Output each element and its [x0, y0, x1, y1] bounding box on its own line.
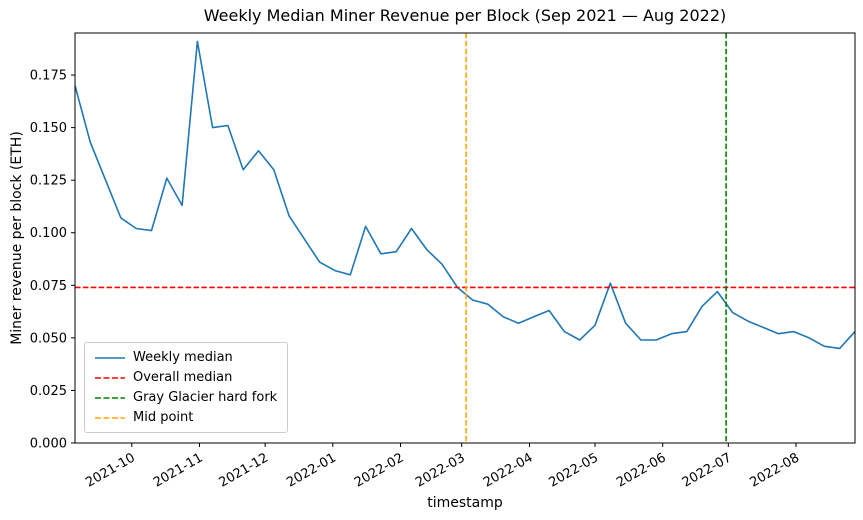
y-tick-label: 0.150: [30, 121, 67, 136]
y-axis-ticks: 0.000 0.025 0.050 0.075 0.100 0.125 0.150 0.175: [30, 69, 75, 452]
x-tick-label: 2022-06: [614, 450, 669, 490]
y-tick-label: 0.175: [30, 69, 67, 84]
x-tick-label: 2022-04: [481, 450, 536, 490]
y-tick-label: 0.000: [30, 437, 67, 452]
legend: Weekly median Overall median Gray Glacier …: [84, 342, 289, 433]
legend-label: Overall median: [133, 370, 233, 385]
y-tick-label: 0.050: [30, 331, 67, 346]
y-tick-label: 0.100: [30, 226, 67, 241]
legend-line-sample: [95, 416, 125, 419]
legend-label: Mid point: [133, 410, 194, 425]
x-axis-ticks: 2021-10 2021-11 2021-12 2022-01 2022-02 2022-…: [83, 443, 802, 491]
x-tick-label: 2022-01: [284, 450, 339, 490]
x-tick-label: 2022-05: [546, 450, 601, 490]
legend-entry: Weekly median: [95, 350, 277, 365]
legend-label: Gray Glacier hard fork: [133, 390, 278, 405]
x-tick-label: 2022-08: [747, 450, 802, 490]
chart-title: Weekly Median Miner Revenue per Block (S…: [203, 6, 727, 25]
x-tick-label: 2022-02: [352, 450, 407, 490]
y-tick-label: 0.075: [30, 279, 67, 294]
legend-label: Weekly median: [133, 350, 233, 365]
x-tick-label: 2022-03: [413, 450, 468, 490]
legend-line-sample: [95, 396, 125, 399]
legend-entry: Overall median: [95, 370, 277, 385]
legend-entry: Gray Glacier hard fork: [95, 390, 277, 405]
legend-entry: Mid point: [95, 410, 277, 425]
x-tick-label: 2021-11: [151, 450, 206, 490]
y-tick-label: 0.125: [30, 174, 67, 189]
legend-line-sample: [95, 376, 125, 379]
axes-spines: [74, 32, 856, 444]
x-tick-label: 2021-10: [83, 450, 138, 490]
x-tick-label: 2021-12: [217, 450, 272, 490]
weekly-median-line: [74, 40, 856, 350]
x-tick-label: 2022-07: [680, 450, 735, 490]
x-axis-label: timestamp: [427, 495, 503, 511]
legend-line-sample: [95, 356, 125, 359]
y-tick-label: 0.025: [30, 384, 67, 399]
